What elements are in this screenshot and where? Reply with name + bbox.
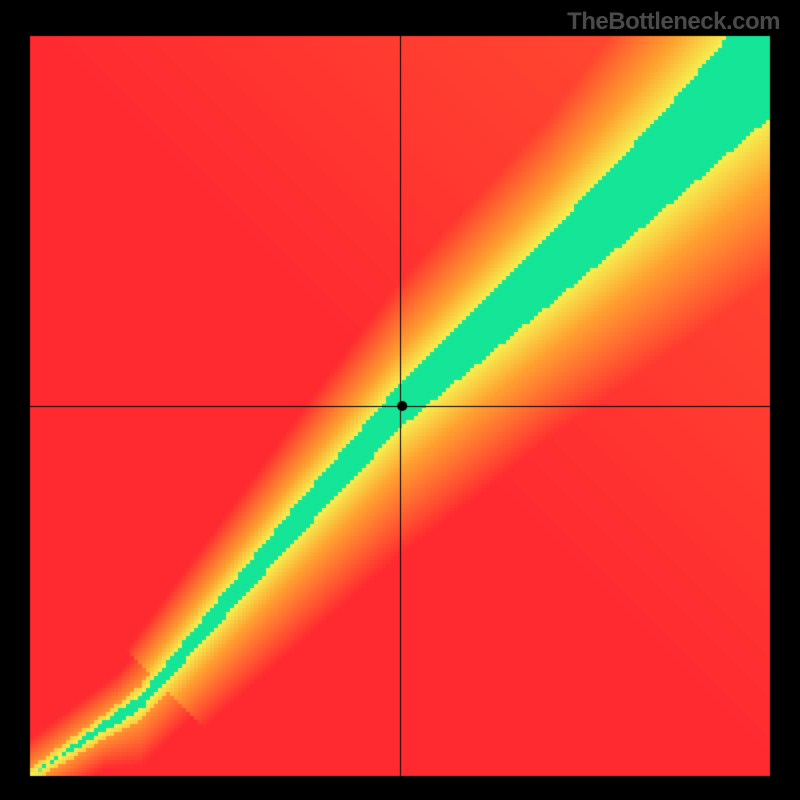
chart-container: TheBottleneck.com — [0, 0, 800, 800]
watermark-text: TheBottleneck.com — [567, 8, 780, 36]
heatmap-canvas — [0, 0, 800, 800]
